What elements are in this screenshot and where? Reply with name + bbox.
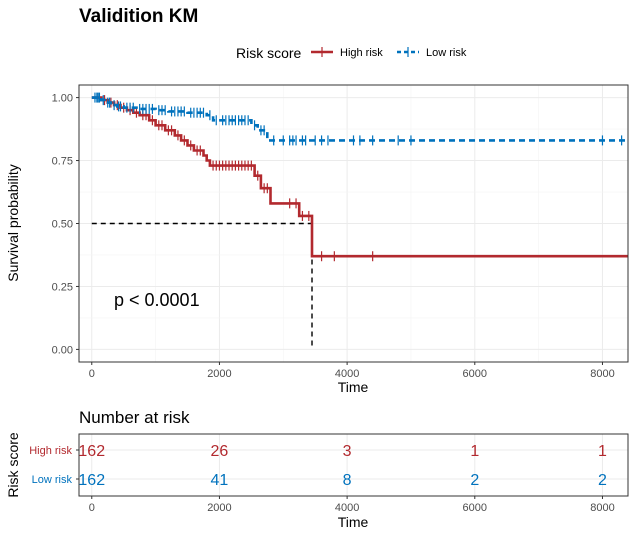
km-x-tick-label: 6000: [463, 368, 487, 380]
legend: Risk score High risk Low risk: [236, 45, 467, 61]
risk-cell-high-risk: 3: [343, 443, 352, 460]
risk-row-label-high-risk: High risk: [29, 445, 72, 457]
km-y-tick-label: 0.25: [52, 281, 73, 293]
risk-table-border: [78, 433, 629, 497]
risk-cell-low-risk: 2: [598, 472, 607, 489]
risk-table-panel: Number at risk 162 26 3 1 1 162 41 8 2 2 High ris…: [5, 408, 629, 530]
risk-row-label-low-risk: Low risk: [32, 474, 73, 486]
risk-cell-low-risk: 2: [470, 472, 479, 489]
risk-cell-low-risk: 8: [343, 472, 352, 489]
km-plot-panel: 0 2000 4000 6000 8000 0.00 0.25 0.50 0.75 1.00 T…: [5, 84, 629, 395]
risk-table-x-axis-ticks: 0 2000 4000 6000 8000: [89, 496, 615, 514]
risk-cell-low-risk: 41: [211, 472, 229, 489]
km-curve-high-risk: [91, 96, 628, 258]
km-y-tick-label: 0.50: [52, 219, 73, 231]
risk-table-x-axis-label: Time: [338, 514, 369, 530]
risk-table-row-labels: High risk Low risk: [29, 445, 79, 486]
risk-table-y-axis-label: Risk score: [5, 432, 21, 498]
legend-label-low-risk: Low risk: [426, 47, 467, 59]
legend-title: Risk score: [236, 45, 302, 61]
risk-x-tick-label: 0: [89, 502, 95, 514]
legend-label-high-risk: High risk: [340, 47, 383, 59]
km-x-tick-label: 2000: [207, 368, 231, 380]
risk-cell-high-risk: 162: [78, 443, 105, 460]
risk-x-tick-label: 4000: [335, 502, 359, 514]
km-y-tick-label: 0.75: [52, 156, 73, 168]
risk-x-tick-label: 8000: [590, 502, 614, 514]
risk-cell-high-risk: 26: [211, 443, 229, 460]
risk-table-title: Number at risk: [79, 408, 190, 427]
p-value-annotation: p < 0.0001: [114, 290, 200, 310]
risk-cell-high-risk: 1: [470, 443, 479, 460]
km-x-axis-label: Time: [338, 379, 369, 395]
km-x-axis-ticks: 0 2000 4000 6000 8000: [89, 362, 615, 380]
km-y-tick-label: 0.00: [52, 344, 73, 356]
km-curves: [91, 92, 628, 262]
chart-title: Validition KM: [79, 6, 198, 27]
risk-cell-high-risk: 1: [598, 443, 607, 460]
risk-table-cells: 162 26 3 1 1 162 41 8 2 2: [78, 443, 607, 489]
risk-table-grid: [79, 434, 628, 496]
risk-cell-low-risk: 162: [78, 472, 105, 489]
km-curve-low-risk: [91, 96, 628, 142]
km-x-tick-label: 4000: [335, 368, 359, 380]
risk-x-tick-label: 6000: [463, 502, 487, 514]
km-x-tick-label: 0: [89, 368, 95, 380]
km-x-tick-label: 8000: [590, 368, 614, 380]
km-y-tick-label: 1.00: [52, 93, 73, 105]
km-y-axis-ticks: 0.00 0.25 0.50 0.75 1.00: [52, 93, 79, 356]
risk-x-tick-label: 2000: [207, 502, 231, 514]
km-y-axis-label: Survival probability: [5, 164, 21, 282]
